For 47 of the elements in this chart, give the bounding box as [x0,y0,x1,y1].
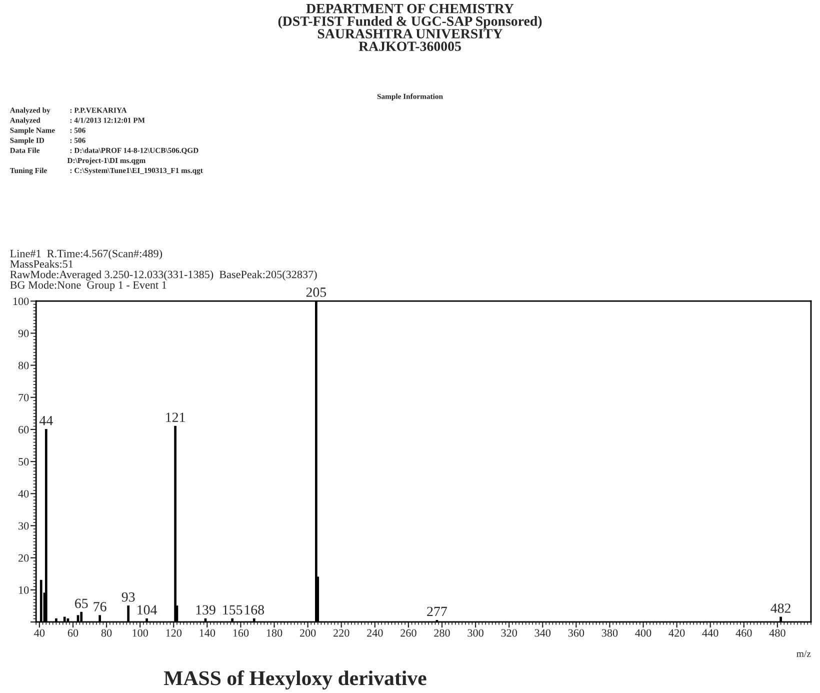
x-tick-label: 200 [300,629,316,637]
x-tick-label: 80 [101,629,112,637]
x-tick-label: 380 [602,629,618,637]
x-tick-label: 280 [434,629,450,637]
x-tick-label: 260 [400,629,416,637]
y-tick-label: 70 [18,394,29,402]
y-tick-label: 50 [18,458,29,466]
annotation: 155 [223,605,242,615]
annotation: 139 [196,605,216,615]
y-tick-label: 80 [18,362,29,370]
x-tick-label: 120 [166,629,182,637]
y-tick-label: 90 [18,330,29,338]
x-tick-label: 320 [501,629,517,637]
y-tick-label: 20 [18,554,29,562]
x-tick-label: 40 [34,629,45,637]
annotation: 277 [427,606,447,616]
x-tick-label: 440 [702,629,718,637]
x-tick-label: 240 [367,629,383,637]
annotation: 482 [770,604,790,613]
chart-title: DEPARTMENT OF CHEMISTRY (DST-FIST Funded & UGC-SAP Sponsored) SAURASHTRA UNIVERSITY RAJKOT-360005 [278,4,542,52]
x-tick-label: 400 [635,629,652,637]
y-tick-label: 30 [18,522,29,530]
y-tick-label: 100 [13,298,29,306]
x-tick-label: 300 [468,629,484,637]
annotation: 44 [39,416,53,426]
x-tick-label: 140 [200,629,216,637]
x-tick-label: 460 [736,629,752,637]
annotation: 104 [138,605,157,615]
x-tick-label: 60 [68,629,78,637]
x-tick-label: 180 [266,629,282,637]
x-tick-label: 360 [568,629,584,637]
annotation: 93 [122,592,135,602]
x-tick-label: 220 [334,629,350,637]
annotation: 121 [166,412,185,422]
text: MASS of Hexyloxy derivative [164,670,426,690]
y-tick-label: 10 [19,586,29,594]
x-tick-label: 420 [668,629,685,637]
y-tick-label: 60 [18,426,29,434]
x-tick-label: 100 [132,629,148,637]
annotation: 65 [75,598,88,608]
x-tick-label: 340 [534,629,551,637]
x-tick-label: 160 [233,629,249,637]
x-axis-title: m/z [796,650,811,657]
annotation: 76 [94,602,106,612]
x-tick-label: 480 [769,629,786,637]
annotation: 168 [244,605,264,615]
y-tick-label: 40 [18,490,29,498]
